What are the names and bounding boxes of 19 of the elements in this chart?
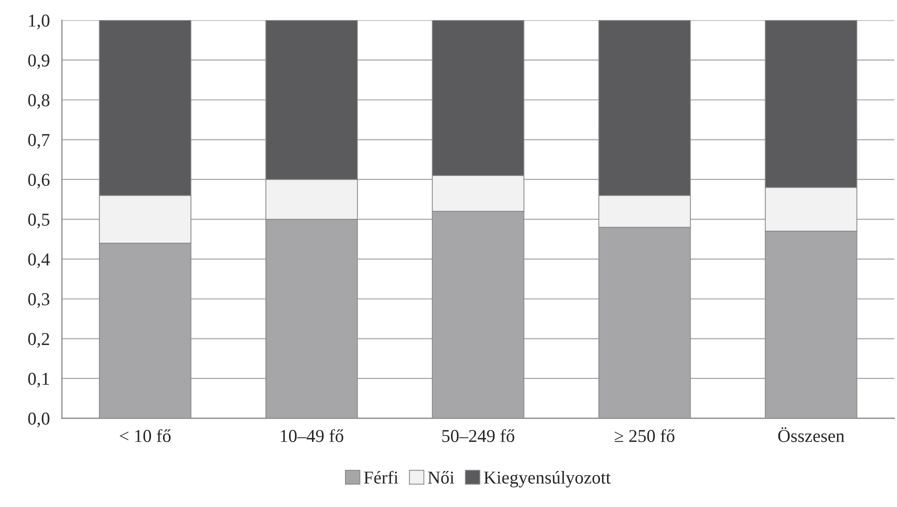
legend-label: Női: [428, 470, 454, 484]
y-tick-label: 0,3: [28, 293, 50, 308]
x-tick-label: < 10 fő: [120, 429, 171, 442]
legend-label: Kiegyensúlyozott: [484, 470, 611, 488]
y-tick-label: 0,5: [28, 214, 50, 228]
x-tick-label: 50–249 fő: [442, 429, 514, 442]
x-tick-label: ≥ 250 fő: [614, 429, 674, 442]
y-tick-label: 1,0: [29, 14, 50, 30]
y-tick-label: 0,2: [28, 332, 50, 348]
x-tick-label: 10–49 fő: [280, 429, 344, 442]
y-tick-label: 0,1: [28, 372, 50, 388]
y-tick-label: 0,8: [28, 94, 50, 109]
legend-label: Férfi: [364, 470, 398, 484]
x-tick-label: Összesen: [778, 427, 844, 442]
y-tick-label: 0,7: [28, 134, 50, 149]
y-tick-label: 0,4: [28, 253, 50, 268]
y-tick-label: 0,0: [28, 412, 50, 428]
y-tick-label: 0,9: [28, 54, 50, 70]
y-tick-label: 0,6: [28, 174, 50, 189]
